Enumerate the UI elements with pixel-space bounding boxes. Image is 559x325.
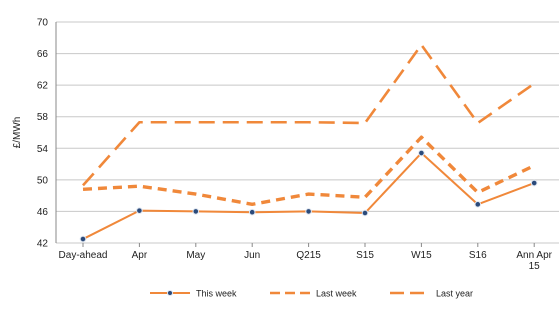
data-point [248, 208, 256, 216]
data-point [79, 235, 87, 243]
y-axis-title: £/MWh [12, 117, 23, 149]
data-point [361, 209, 369, 217]
data-point [192, 208, 200, 215]
y-tick-label: 46 [37, 207, 49, 218]
y-tick-label: 42 [37, 239, 49, 250]
x-tick-label: S16 [469, 250, 487, 261]
series-line-this-week [82, 152, 535, 240]
x-tick-label: 15 [529, 261, 541, 272]
series-line-last-year [82, 43, 535, 187]
data-point [136, 207, 143, 214]
legend-label: Last year [436, 289, 473, 299]
data-point [474, 201, 482, 208]
data-point [530, 179, 538, 187]
legend: This week Last week Last year [150, 289, 473, 299]
x-tick-label: S15 [356, 250, 374, 261]
x-tick-label: Apr [132, 250, 148, 261]
y-tick-label: 54 [37, 144, 49, 155]
legend-marker [167, 290, 173, 296]
series-line-last-week [82, 135, 535, 207]
series-lines [79, 43, 538, 243]
tick-labels: 42 46 50 54 58 62 66 70 Day-ahead Apr May Jun Q215 S1… [12, 18, 553, 273]
x-tick-label: Day-ahead [59, 250, 108, 261]
y-tick-label: 62 [37, 81, 49, 92]
x-tick-label: W15 [411, 250, 432, 261]
y-tick-label: 70 [37, 18, 49, 29]
y-tick-label: 50 [37, 175, 49, 186]
x-tick-label: Q215 [296, 250, 321, 261]
axes [55, 22, 535, 247]
y-tick-label: 58 [37, 112, 49, 123]
x-tick-label: Ann Apr [516, 250, 552, 261]
x-tick-label: Jun [244, 250, 260, 261]
data-point [418, 149, 425, 157]
y-tick-label: 66 [37, 49, 49, 60]
legend-label: Last week [316, 289, 357, 299]
legend-label: This week [196, 289, 237, 299]
x-tick-label: May [186, 250, 205, 261]
data-point [305, 208, 312, 215]
